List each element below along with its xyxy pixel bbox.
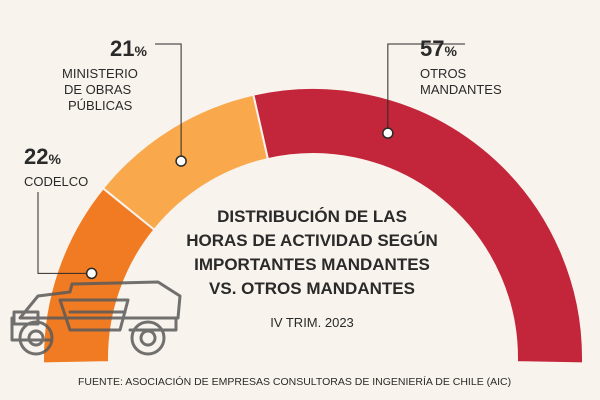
slice-label-otros: 57% OTROS MANDANTES xyxy=(420,36,502,97)
data-label: 22% xyxy=(24,144,61,169)
data-label-unit: % xyxy=(48,151,61,167)
data-label-unit: % xyxy=(444,43,457,59)
data-label-value: 57 xyxy=(420,36,444,61)
leader-line xyxy=(387,43,465,134)
leader-group xyxy=(37,43,465,280)
data-label-value: 22 xyxy=(24,144,48,169)
legend-label: CODELCO xyxy=(24,174,88,189)
leader-marker xyxy=(382,127,394,139)
slice-label-ministerio: 21% MINISTERIO DE OBRAS PÚBLICAS xyxy=(62,36,147,113)
title-line: HORAS DE ACTIVIDAD SEGÚN xyxy=(186,231,438,250)
legend-label: OTROS xyxy=(420,66,467,81)
slice-label-codelco: 22% CODELCO xyxy=(24,144,88,189)
leader-marker xyxy=(175,155,187,167)
leader-line xyxy=(37,192,92,274)
legend-label: MANDANTES xyxy=(420,82,502,97)
title-line: VS. OTROS MANDANTES xyxy=(209,279,415,298)
source-note: FUENTE: ASOCIACIÓN DE EMPRESAS CONSULTOR… xyxy=(78,375,511,388)
legend-label: MINISTERIO xyxy=(62,66,138,81)
data-label-value: 21 xyxy=(110,36,134,61)
chart-subtitle: IV TRIM. 2023 xyxy=(270,315,354,330)
data-label-unit: % xyxy=(134,43,147,59)
data-label: 21% xyxy=(110,36,147,61)
data-label: 57% xyxy=(420,36,457,61)
chart-title: DISTRIBUCIÓN DE LAS HORAS DE ACTIVIDAD S… xyxy=(186,207,438,298)
mining-truck-icon xyxy=(10,280,182,356)
legend-label: DE OBRAS xyxy=(64,82,132,97)
leader-marker xyxy=(85,267,98,280)
leader-line xyxy=(155,43,182,162)
title-line: DISTRIBUCIÓN DE LAS xyxy=(217,207,407,226)
legend-label: PÚBLICAS xyxy=(68,98,133,113)
arc-slice xyxy=(252,87,584,365)
title-line: IMPORTANTES MANDANTES xyxy=(194,255,430,274)
